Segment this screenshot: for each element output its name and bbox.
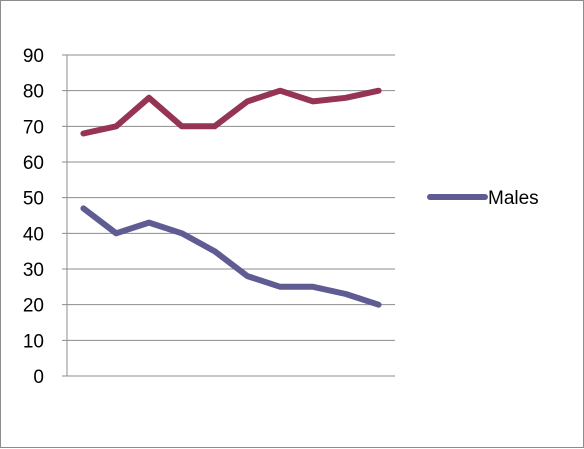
y-tick-label-80: 80 xyxy=(23,82,44,103)
y-tick-label-50: 50 xyxy=(23,189,44,210)
y-tick-label-20: 20 xyxy=(23,296,44,317)
y-tick-label-70: 70 xyxy=(23,117,44,138)
series-line-series-1 xyxy=(83,91,378,134)
y-tick-label-0: 0 xyxy=(33,367,44,388)
y-tick-label-30: 30 xyxy=(23,260,44,281)
y-tick-label-60: 60 xyxy=(23,153,44,174)
legend: Males xyxy=(430,188,539,209)
series-line-males xyxy=(83,208,378,304)
y-tick-label-40: 40 xyxy=(23,224,44,245)
y-tick-label-90: 90 xyxy=(23,46,44,67)
axes xyxy=(62,55,395,376)
legend-label-males: Males xyxy=(488,188,539,209)
y-tick-label-10: 10 xyxy=(23,331,44,352)
y-tick-labels: 0 10 20 30 40 50 60 70 80 90 xyxy=(23,46,44,388)
